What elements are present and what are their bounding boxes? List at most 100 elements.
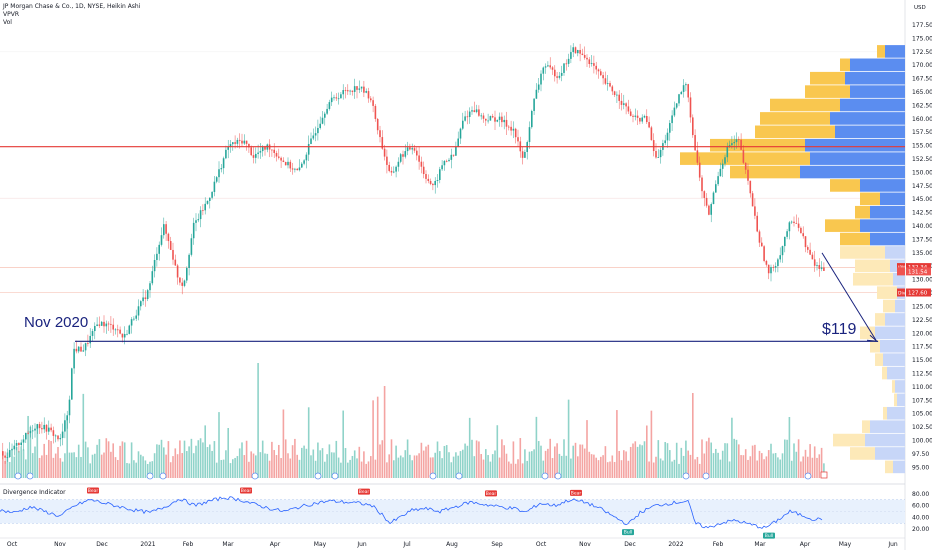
volume-bar — [381, 440, 384, 478]
volume-bar — [680, 447, 683, 478]
volume-bar — [774, 453, 777, 478]
candle-body — [669, 123, 671, 133]
profile-row-down — [810, 71, 845, 85]
profile-row-down — [875, 353, 883, 366]
volume-bar — [593, 454, 595, 478]
volume-bar — [533, 449, 535, 478]
candle-body — [317, 127, 319, 134]
candle-body — [503, 119, 505, 123]
candle-body — [365, 91, 367, 93]
volume-bar — [123, 442, 126, 478]
profile-row-up — [885, 246, 905, 259]
candle-body — [579, 50, 581, 54]
volume-bar — [264, 453, 266, 478]
profile-row-down — [875, 313, 885, 326]
volume-bar — [204, 425, 206, 478]
volume-bar — [797, 439, 800, 478]
price-tick: 137.50 — [912, 236, 932, 243]
candle-body — [765, 260, 768, 265]
volume-bar — [731, 417, 733, 478]
candle-body — [314, 133, 317, 136]
volume-bar — [738, 444, 740, 478]
candle-body — [590, 63, 593, 65]
profile-row-down — [760, 112, 830, 125]
profile-row-down — [680, 152, 810, 165]
volume-bar — [565, 455, 568, 478]
volume-bar — [600, 456, 602, 478]
volume-bar — [758, 450, 761, 478]
volume-bar — [462, 449, 464, 478]
profile-row-up — [895, 299, 905, 313]
candle-body — [257, 152, 259, 154]
candle-body — [402, 154, 404, 157]
volume-bar — [636, 446, 639, 478]
candle-body — [169, 241, 172, 250]
volume-bar — [786, 439, 788, 478]
volume-bar — [485, 449, 487, 478]
candle-body — [45, 424, 48, 432]
candle-body — [117, 329, 119, 331]
volume-bar — [540, 445, 542, 478]
volume-bar — [448, 452, 450, 478]
candle-body — [337, 98, 340, 100]
volume-bar — [284, 439, 287, 478]
candle-body — [110, 323, 112, 325]
price-tick: 160.00 — [912, 116, 932, 123]
volume-bar — [657, 440, 660, 478]
profile-row-down — [892, 380, 895, 393]
profile-row-up — [893, 272, 905, 286]
candle-body — [675, 103, 678, 108]
candle-body — [811, 254, 814, 260]
candle-body — [685, 84, 687, 86]
candle-body — [510, 126, 512, 131]
indicator-vol: Vol — [3, 19, 12, 26]
volume-bar — [100, 454, 103, 478]
oscillator-tick: 20.00 — [912, 526, 929, 533]
candle-body — [227, 146, 229, 150]
volume-bar — [556, 443, 558, 478]
volume-bar — [179, 440, 181, 478]
profile-row-up — [870, 420, 905, 433]
volume-bar — [34, 446, 36, 478]
profile-row-down — [853, 272, 893, 286]
candle-body — [406, 147, 409, 152]
volume-bar — [586, 420, 588, 478]
candle-body — [165, 224, 167, 234]
candle-body — [181, 282, 183, 286]
profile-row-down — [860, 192, 880, 206]
volume-bar — [503, 445, 505, 478]
volume-bar — [436, 441, 439, 478]
volume-bar — [353, 450, 356, 478]
oscillator-tick: 40.00 — [912, 514, 929, 521]
volume-bar — [45, 454, 48, 478]
candle-body — [335, 97, 338, 99]
candle-body — [404, 151, 407, 157]
volume-bar — [386, 462, 388, 478]
candle-body — [282, 160, 285, 163]
candle-body — [772, 267, 775, 268]
candle-body — [399, 154, 402, 162]
signal-label: Bear — [241, 488, 252, 494]
volume-bar — [31, 453, 34, 478]
volume-bar — [641, 445, 643, 478]
profile-row-up — [845, 71, 905, 85]
candle-body — [259, 151, 262, 153]
volume-bar — [117, 459, 119, 478]
profile-row-up — [870, 205, 905, 219]
volume-bar — [751, 445, 754, 478]
volume-bar — [528, 451, 531, 478]
candle-body — [296, 168, 298, 171]
candle-body — [41, 428, 43, 430]
event-marker — [146, 472, 154, 480]
candle-body — [820, 267, 823, 269]
event-marker — [820, 471, 828, 479]
volume-bar — [733, 438, 735, 478]
volume-bar — [779, 459, 781, 478]
candle-body — [643, 115, 646, 118]
candle-body — [749, 180, 752, 194]
volume-bar — [632, 443, 634, 478]
volume-bar — [6, 452, 9, 478]
volume-bar — [259, 452, 262, 478]
volume-bar — [742, 455, 745, 478]
